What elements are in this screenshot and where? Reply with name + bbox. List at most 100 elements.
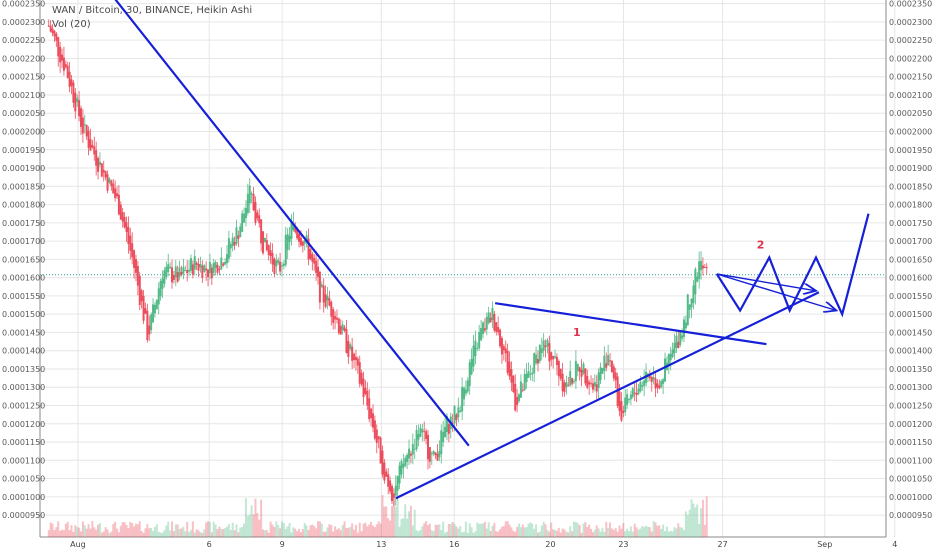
volume-bar — [379, 523, 382, 537]
y-tick-label-left: 0.0001250 — [2, 401, 45, 410]
volume-bar — [191, 521, 194, 537]
candle-body — [222, 263, 225, 266]
uptrend-support-line[interactable] — [395, 291, 820, 500]
projection-zigzag[interactable] — [715, 213, 870, 318]
candle-body — [408, 448, 411, 459]
volume-bar — [172, 531, 175, 537]
candle-body — [457, 407, 460, 418]
candle-body — [629, 394, 632, 400]
candle-body — [231, 237, 234, 247]
triangle-upper-line[interactable] — [494, 302, 767, 346]
volume-bar — [620, 528, 623, 537]
volume-bar — [552, 529, 555, 537]
volume-bar — [658, 525, 661, 537]
candle-body — [682, 319, 685, 337]
volume-bar — [324, 531, 327, 537]
volume-bar — [523, 527, 526, 537]
candle-body — [483, 328, 486, 331]
volume-bar — [637, 529, 640, 537]
candle-body — [322, 285, 325, 303]
volume-bar — [271, 524, 274, 537]
candle-body — [260, 219, 263, 244]
candle-body — [546, 340, 549, 347]
volume-bar — [218, 526, 221, 537]
volume-bar — [512, 530, 515, 537]
candle-body — [186, 270, 189, 274]
volume-bar — [398, 526, 401, 537]
y-tick-label-left: 0.0002250 — [2, 36, 45, 45]
candle-body — [334, 316, 337, 320]
candle-body — [662, 379, 665, 384]
y-tick-label-right: 0.0002150 — [889, 73, 932, 82]
projection-arrow-b[interactable] — [716, 273, 837, 311]
candle-body — [337, 318, 340, 334]
volume-bar — [417, 531, 420, 537]
candle-body — [658, 385, 661, 389]
candle-body — [117, 194, 120, 215]
volume-bar — [303, 522, 306, 537]
volume-bar — [677, 523, 680, 537]
candle-body — [426, 435, 429, 460]
volume-bar — [131, 523, 134, 537]
volume-bar — [254, 498, 257, 537]
volume-bar — [133, 526, 136, 537]
candle-body — [313, 257, 316, 264]
y-tick-label-right: 0.0001700 — [889, 237, 932, 246]
volume-bar — [288, 522, 291, 537]
projection-arrow-a[interactable] — [716, 273, 816, 291]
candle-body — [495, 322, 498, 332]
volume-bar — [703, 524, 706, 537]
volume-bar — [83, 525, 86, 537]
candle-body — [351, 346, 354, 361]
volume-bar — [237, 532, 240, 537]
volume-bar — [307, 530, 310, 537]
downtrend-line[interactable] — [113, 0, 470, 447]
volume-bar — [470, 527, 473, 537]
volume-bar — [544, 524, 547, 537]
candle-body — [353, 353, 356, 361]
volume-bar — [163, 530, 166, 537]
candle-body — [595, 384, 598, 392]
volume-bar — [347, 527, 350, 537]
candle-body — [282, 263, 285, 267]
volume-bar — [318, 521, 321, 537]
volume-bar — [540, 525, 543, 537]
volume-bar — [635, 527, 638, 537]
candle-body — [679, 332, 682, 345]
candle-body — [468, 362, 471, 386]
candle-body — [133, 250, 136, 268]
volume-bar — [610, 528, 613, 537]
volume-bar — [516, 527, 519, 537]
volume-bar — [330, 524, 333, 537]
candle-body — [421, 429, 424, 433]
volume-bar — [157, 531, 160, 537]
candle-body — [406, 454, 409, 462]
candle-body — [453, 406, 456, 424]
volume-bar — [561, 528, 564, 537]
y-tick-label-left: 0.0002350 — [2, 0, 45, 9]
volume-bar — [201, 532, 204, 537]
volume-bar — [567, 532, 570, 537]
candle-body — [191, 264, 194, 275]
volume-bar — [595, 525, 598, 537]
candle-body — [648, 375, 651, 379]
volume-bar — [428, 523, 431, 537]
candle-body — [586, 375, 589, 388]
y-tick-label-right: 0.0001600 — [889, 274, 932, 283]
x-tick-label: Aug — [70, 540, 86, 549]
volume-bar — [646, 526, 649, 537]
candle-body — [402, 463, 405, 468]
volume-bar — [89, 528, 92, 537]
volume-bar — [55, 527, 58, 537]
candle-body — [466, 380, 469, 392]
candle-body — [493, 313, 496, 331]
volume-bar — [53, 530, 56, 537]
candle-body — [582, 363, 585, 374]
volume-bar — [671, 531, 674, 537]
volume-bar — [98, 523, 101, 537]
volume-indicator-label[interactable]: Vol (20) — [52, 19, 91, 30]
candle-body — [434, 452, 437, 456]
volume-bar — [262, 529, 265, 537]
